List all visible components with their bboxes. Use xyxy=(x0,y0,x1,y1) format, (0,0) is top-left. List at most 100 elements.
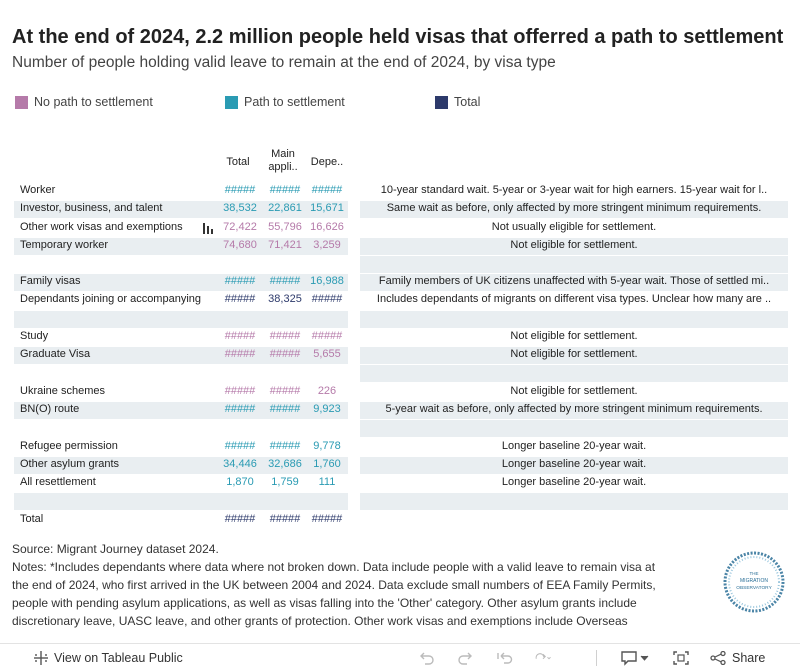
main-applicants-value[interactable]: 38,325 xyxy=(268,293,302,305)
row-label: Ukraine schemes xyxy=(20,385,105,397)
tableau-icon xyxy=(34,651,48,665)
table-row[interactable]: Refugee permission ##### ##### 9,778 Longer … xyxy=(14,439,788,456)
table-row[interactable]: Total ##### ##### ##### xyxy=(14,512,788,529)
total-value[interactable]: ##### xyxy=(224,348,256,360)
settlement-note: 5-year wait as before, only affected by … xyxy=(385,403,763,415)
table-row[interactable]: Ukraine schemes ##### ##### 226 Not eligible… xyxy=(14,384,788,401)
main-applicants-value[interactable]: ##### xyxy=(269,513,301,525)
total-value[interactable]: ##### xyxy=(224,385,256,397)
main-applicants-value[interactable]: 55,796 xyxy=(268,221,302,233)
main-applicants-value[interactable]: ##### xyxy=(269,330,301,342)
main-applicants-value[interactable]: 22,861 xyxy=(268,202,302,214)
total-value[interactable]: 34,446 xyxy=(223,458,257,470)
total-value[interactable]: 1,870 xyxy=(226,476,254,488)
column-header-total[interactable]: Total xyxy=(226,156,250,168)
dependants-value[interactable]: 16,626 xyxy=(310,221,344,233)
table-row[interactable]: Graduate Visa ##### ##### 5,655 Not eligible… xyxy=(14,347,788,364)
dependants-value[interactable]: 226 xyxy=(317,385,337,397)
dependants-value[interactable]: ##### xyxy=(311,513,343,525)
legend-total[interactable]: Total xyxy=(435,95,480,109)
total-value[interactable]: 74,680 xyxy=(223,239,257,251)
total-value[interactable]: ##### xyxy=(224,293,256,305)
row-label: Other asylum grants xyxy=(20,458,120,470)
settlement-note: Not eligible for settlement. xyxy=(510,385,638,397)
spacer-row xyxy=(14,311,788,328)
legend-label-path: Path to settlement xyxy=(244,95,345,109)
total-value[interactable]: 38,532 xyxy=(223,202,257,214)
total-value[interactable]: ##### xyxy=(224,403,256,415)
redo-icon[interactable] xyxy=(456,650,474,666)
row-label: Refugee permission xyxy=(20,440,118,452)
legend-label-total: Total xyxy=(454,95,481,109)
main-applicants-value[interactable]: 1,759 xyxy=(271,476,299,488)
legend-no-path[interactable]: No path to settlement xyxy=(15,95,153,109)
undo-icon[interactable] xyxy=(418,650,436,666)
dependants-value[interactable]: 5,655 xyxy=(313,348,341,360)
table-row[interactable]: BN(O) route ##### ##### 9,923 5-year wait as… xyxy=(14,402,788,419)
dependants-value[interactable]: ##### xyxy=(311,184,343,196)
share-icon xyxy=(710,651,726,665)
notes-line: Notes: *Includes dependants where data w… xyxy=(12,560,656,574)
dependants-value[interactable]: 3,259 xyxy=(313,239,341,251)
spacer-row xyxy=(14,256,788,273)
row-label: Other work visas and exemptions xyxy=(20,221,183,233)
settlement-note: Not eligible for settlement. xyxy=(510,330,638,342)
view-data-icon[interactable] xyxy=(203,223,215,234)
main-applicants-value[interactable]: ##### xyxy=(269,275,301,287)
main-applicants-value[interactable]: ##### xyxy=(269,348,301,360)
view-on-tableau-link[interactable]: View on Tableau Public xyxy=(34,651,183,665)
note-shading xyxy=(360,420,788,437)
dependants-value[interactable]: ##### xyxy=(311,330,343,342)
table-row[interactable]: Study ##### ##### ##### Not eligible for set… xyxy=(14,329,788,346)
column-header-main-applicants[interactable]: Main appli.. xyxy=(268,148,298,173)
source-note: Source: Migrant Journey dataset 2024. xyxy=(12,542,219,556)
settlement-note: Not eligible for settlement. xyxy=(510,348,638,360)
total-value[interactable]: ##### xyxy=(224,513,256,525)
dependants-value[interactable]: ##### xyxy=(311,293,343,305)
table-row[interactable]: Family visas ##### ##### 16,988 Family membe… xyxy=(14,274,788,291)
total-value[interactable]: ##### xyxy=(224,184,256,196)
total-value[interactable]: ##### xyxy=(224,330,256,342)
row-label: Dependants joining or accompanying xyxy=(20,293,202,305)
main-applicants-value[interactable]: ##### xyxy=(269,184,301,196)
dependants-value[interactable]: 15,671 xyxy=(310,202,344,214)
total-value[interactable]: ##### xyxy=(224,440,256,452)
row-label: Graduate Visa xyxy=(20,348,91,360)
total-value[interactable]: ##### xyxy=(224,275,256,287)
row-label: BN(O) route xyxy=(20,403,80,415)
refresh-icon[interactable] xyxy=(534,650,552,666)
table-row[interactable]: Temporary worker 74,680 71,421 3,259 Not eli… xyxy=(14,238,788,255)
dependants-value[interactable]: 16,988 xyxy=(310,275,344,287)
table-row[interactable]: Other work visas and exemptions 72,422 55,… xyxy=(14,220,788,237)
revert-icon[interactable] xyxy=(496,650,514,666)
table-row[interactable]: Other asylum grants 34,446 32,686 1,760 Long… xyxy=(14,457,788,474)
row-shading xyxy=(14,274,348,291)
table-row[interactable]: Investor, business, and talent 38,532 22,8… xyxy=(14,201,788,218)
table-row[interactable]: All resettlement 1,870 1,759 111 Longer base… xyxy=(14,475,788,492)
column-header-dependants[interactable]: Depe.. xyxy=(310,156,344,168)
dependants-value[interactable]: 1,760 xyxy=(313,458,341,470)
dependants-value[interactable]: 111 xyxy=(318,476,336,488)
comment-download-icon[interactable] xyxy=(620,650,652,666)
row-label: All resettlement xyxy=(20,476,96,488)
legend-swatch-path xyxy=(225,95,238,109)
table-row[interactable]: Dependants joining or accompanying ##### 3… xyxy=(14,292,788,309)
main-applicants-value[interactable]: ##### xyxy=(269,385,301,397)
dependants-value[interactable]: 9,923 xyxy=(313,403,341,415)
note-shading xyxy=(360,457,788,474)
logo-text: THE xyxy=(750,571,759,576)
logo-text: MIGRATION xyxy=(740,578,768,584)
note-shading xyxy=(360,274,788,291)
main-applicants-value[interactable]: 32,686 xyxy=(268,458,302,470)
settlement-note: Includes dependants of migrants on diffe… xyxy=(376,293,772,305)
fullscreen-icon[interactable] xyxy=(672,650,690,666)
main-applicants-value[interactable]: ##### xyxy=(269,440,301,452)
main-applicants-value[interactable]: 71,421 xyxy=(268,239,302,251)
dependants-value[interactable]: 9,778 xyxy=(313,440,341,452)
share-button[interactable]: Share xyxy=(710,651,765,665)
table-row[interactable]: Worker ##### ##### ##### 10-year standard wa… xyxy=(14,183,788,200)
main-applicants-value[interactable]: ##### xyxy=(269,403,301,415)
total-value[interactable]: 72,422 xyxy=(223,221,257,233)
legend-swatch-total xyxy=(435,95,448,109)
legend-path[interactable]: Path to settlement xyxy=(225,95,345,109)
